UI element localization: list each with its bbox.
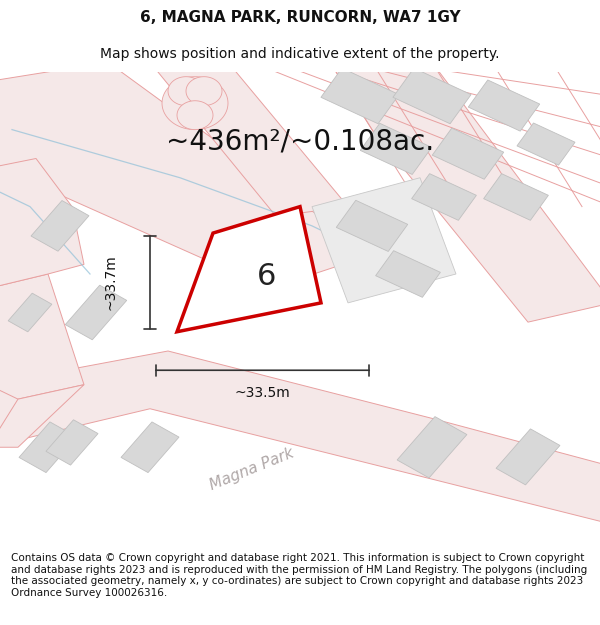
Polygon shape — [177, 207, 321, 332]
Polygon shape — [46, 420, 98, 465]
Polygon shape — [162, 77, 228, 129]
Polygon shape — [8, 293, 52, 332]
Text: ~33.7m: ~33.7m — [104, 254, 118, 310]
Text: 6, MAGNA PARK, RUNCORN, WA7 1GY: 6, MAGNA PARK, RUNCORN, WA7 1GY — [140, 11, 460, 26]
Polygon shape — [336, 200, 408, 251]
Polygon shape — [432, 128, 504, 179]
Polygon shape — [0, 384, 84, 448]
Text: Magna Park: Magna Park — [208, 445, 296, 493]
Polygon shape — [0, 351, 600, 524]
Polygon shape — [0, 274, 84, 399]
Polygon shape — [393, 68, 471, 124]
Polygon shape — [0, 159, 84, 289]
Polygon shape — [412, 174, 476, 221]
Polygon shape — [0, 62, 372, 289]
Polygon shape — [321, 68, 399, 124]
Polygon shape — [177, 101, 213, 129]
Polygon shape — [376, 251, 440, 298]
Polygon shape — [186, 77, 222, 106]
Polygon shape — [19, 422, 77, 472]
Polygon shape — [468, 80, 540, 131]
Polygon shape — [31, 201, 89, 251]
Polygon shape — [496, 429, 560, 485]
Polygon shape — [517, 123, 575, 165]
Polygon shape — [121, 422, 179, 472]
Polygon shape — [312, 177, 456, 303]
Polygon shape — [484, 174, 548, 221]
Text: ~436m²/~0.108ac.: ~436m²/~0.108ac. — [166, 127, 434, 156]
Polygon shape — [150, 62, 348, 216]
Polygon shape — [65, 285, 127, 340]
Polygon shape — [168, 77, 204, 106]
Text: ~33.5m: ~33.5m — [235, 386, 290, 401]
Text: Map shows position and indicative extent of the property.: Map shows position and indicative extent… — [100, 47, 500, 61]
Text: 6: 6 — [257, 262, 277, 291]
Polygon shape — [397, 417, 467, 478]
Polygon shape — [360, 123, 432, 174]
Text: Contains OS data © Crown copyright and database right 2021. This information is : Contains OS data © Crown copyright and d… — [11, 553, 587, 598]
Polygon shape — [330, 62, 600, 322]
